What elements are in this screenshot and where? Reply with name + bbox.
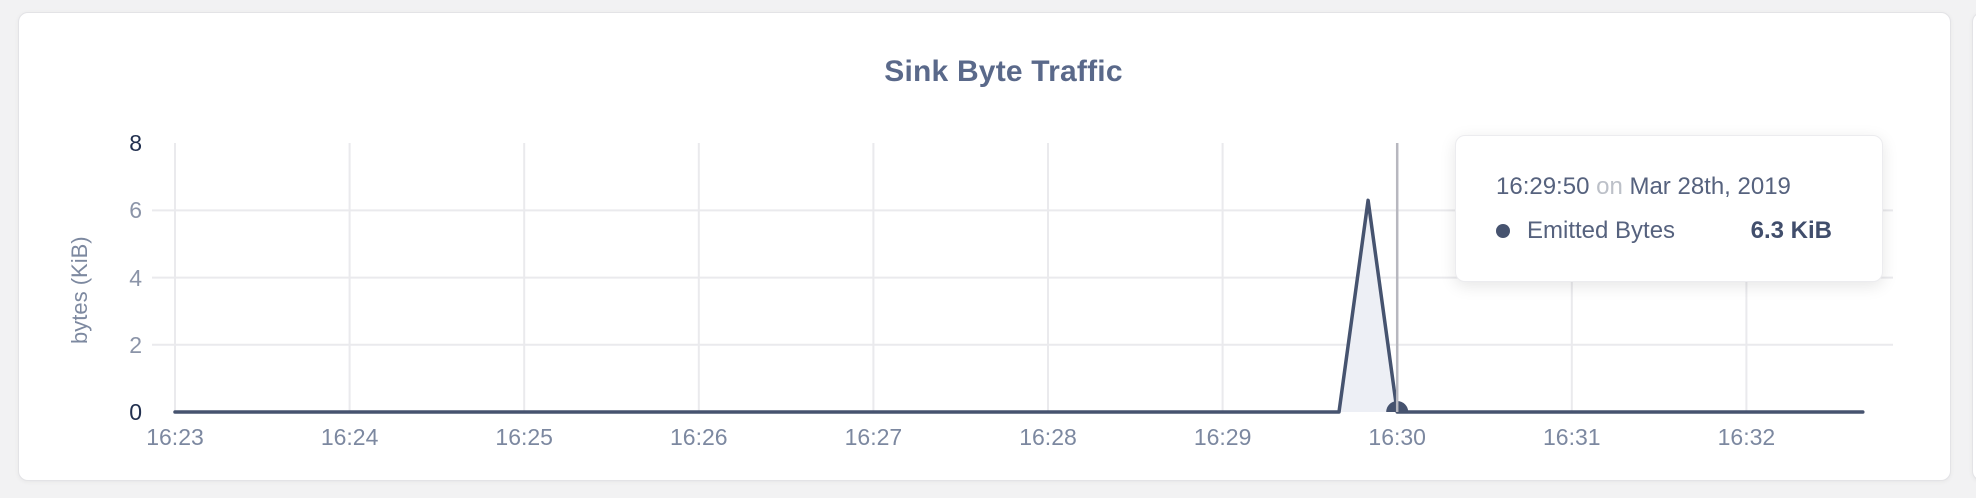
x-tick-label: 16:26 (670, 424, 728, 450)
tooltip-date: Mar 28th, 2019 (1629, 172, 1791, 200)
x-tick-label: 16:30 (1368, 424, 1426, 450)
x-tick-label: 16:24 (320, 424, 379, 450)
x-tick-label: 16:25 (495, 424, 553, 450)
x-tick-label: 16:29 (1193, 424, 1252, 450)
tooltip-timestamp: 16:29:50 on Mar 28th, 2019 (1496, 173, 1832, 201)
tooltip-conjunction: on (1596, 172, 1623, 200)
y-tick-label: 8 (129, 130, 142, 157)
y-tick-label: 4 (129, 264, 142, 291)
tooltip-series-label: Emitted Bytes (1527, 216, 1676, 244)
x-tick-label: 16:31 (1543, 424, 1601, 450)
x-tick-label: 16:27 (844, 424, 903, 450)
tooltip-value: 6.3 KiB (1750, 216, 1832, 244)
adjacent-card-sliver (1972, 12, 1976, 481)
chart-tooltip: 16:29:50 on Mar 28th, 2019 Emitted Bytes… (1455, 135, 1883, 282)
x-tick-label: 16:28 (1019, 424, 1077, 450)
tooltip-time: 16:29:50 (1496, 172, 1590, 200)
x-tick-label: 16:32 (1717, 424, 1776, 450)
y-tick-label: 0 (129, 399, 142, 425)
y-tick-label: 2 (129, 331, 142, 358)
series-bullet-icon (1496, 223, 1510, 238)
tooltip-series-row: Emitted Bytes 6.3 KiB (1496, 217, 1832, 245)
series-line (173, 198, 1865, 414)
chart-title: Sink Byte Traffic (884, 55, 1123, 88)
y-tick-label: 6 (129, 197, 142, 224)
x-tick-label: 16:23 (146, 424, 204, 450)
